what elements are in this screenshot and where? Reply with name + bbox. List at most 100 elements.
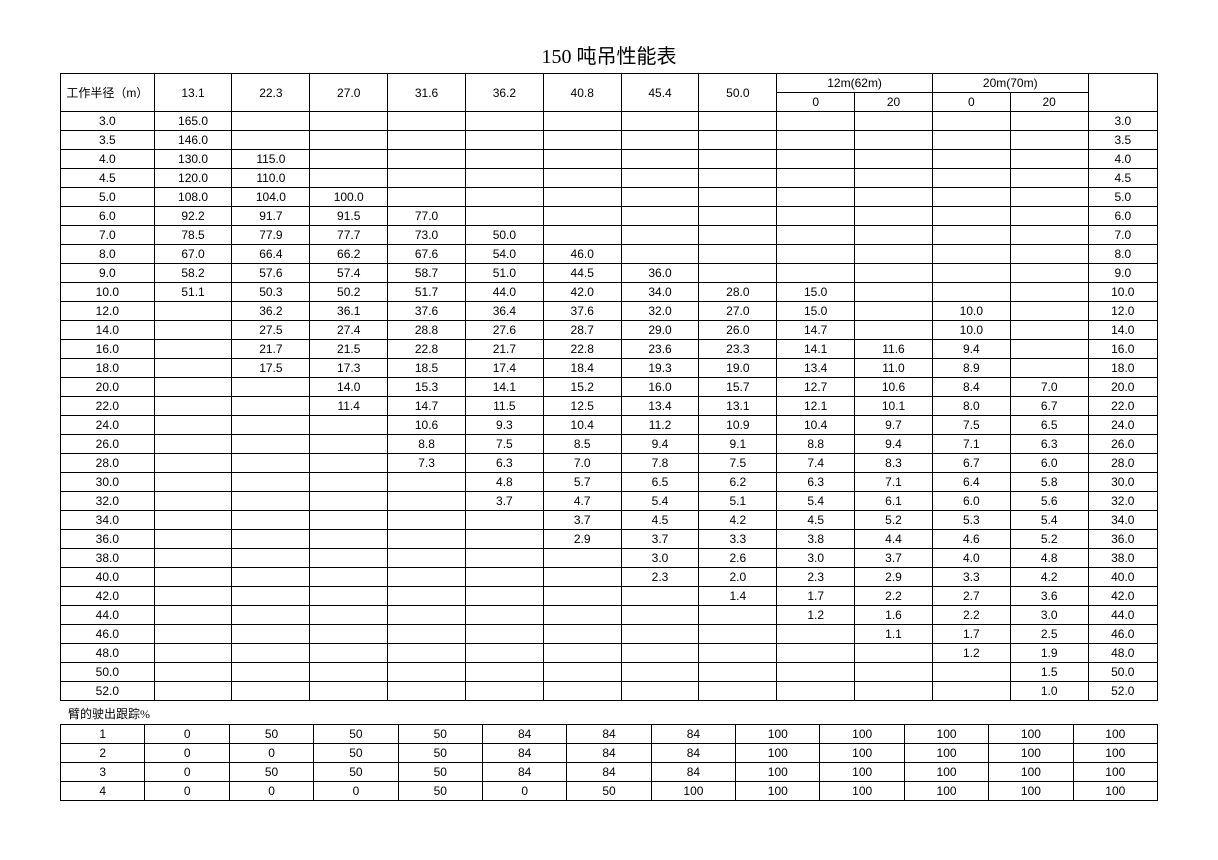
value-cell: [154, 511, 232, 530]
value-cell: 14.0: [310, 378, 388, 397]
value-cell: [1010, 226, 1088, 245]
value-cell: 7.1: [855, 473, 933, 492]
value-cell: [621, 245, 699, 264]
value-cell: 8.3: [855, 454, 933, 473]
value-cell: 6.5: [1010, 416, 1088, 435]
value-cell: [154, 416, 232, 435]
value-cell: 10.4: [777, 416, 855, 435]
ext-value-cell: 100: [904, 744, 988, 763]
value-cell: [777, 663, 855, 682]
ext-value-cell: 100: [736, 744, 820, 763]
value-cell: 67.0: [154, 245, 232, 264]
ext-value-cell: 84: [651, 763, 735, 782]
value-cell: [699, 644, 777, 663]
value-cell: 22.8: [543, 340, 621, 359]
value-cell: [154, 682, 232, 701]
value-cell: [855, 226, 933, 245]
ext-value-cell: 100: [820, 744, 904, 763]
value-cell: [465, 663, 543, 682]
ext-value-cell: 84: [567, 763, 651, 782]
value-cell: [465, 112, 543, 131]
value-cell: [310, 416, 388, 435]
value-cell: [855, 245, 933, 264]
radius-cell-right: 4.0: [1088, 150, 1157, 169]
value-cell: [232, 511, 310, 530]
value-cell: 57.6: [232, 264, 310, 283]
ext-value-cell: 100: [989, 744, 1073, 763]
value-cell: 5.3: [932, 511, 1010, 530]
value-cell: 14.1: [777, 340, 855, 359]
value-cell: [932, 226, 1010, 245]
value-cell: [621, 150, 699, 169]
radius-cell: 30.0: [61, 473, 155, 492]
radius-cell: 5.0: [61, 188, 155, 207]
value-cell: 7.1: [932, 435, 1010, 454]
radius-cell: 42.0: [61, 587, 155, 606]
value-cell: [154, 568, 232, 587]
value-cell: [777, 169, 855, 188]
value-cell: 15.2: [543, 378, 621, 397]
value-cell: [621, 606, 699, 625]
ext-value-cell: 50: [398, 782, 482, 801]
radius-cell: 28.0: [61, 454, 155, 473]
value-cell: [465, 587, 543, 606]
value-cell: 21.5: [310, 340, 388, 359]
value-cell: 3.6: [1010, 587, 1088, 606]
ext-value-cell: 50: [314, 763, 398, 782]
value-cell: [310, 454, 388, 473]
value-cell: [1010, 340, 1088, 359]
header-cell: 50.0: [699, 74, 777, 112]
value-cell: [855, 188, 933, 207]
value-cell: [621, 663, 699, 682]
value-cell: 66.4: [232, 245, 310, 264]
value-cell: 37.6: [388, 302, 466, 321]
value-cell: 12.1: [777, 397, 855, 416]
value-cell: [232, 112, 310, 131]
value-cell: 1.9: [1010, 644, 1088, 663]
value-cell: 3.3: [932, 568, 1010, 587]
value-cell: 6.1: [855, 492, 933, 511]
value-cell: 4.7: [543, 492, 621, 511]
value-cell: 27.4: [310, 321, 388, 340]
value-cell: 4.2: [699, 511, 777, 530]
value-cell: [699, 682, 777, 701]
radius-cell-right: 9.0: [1088, 264, 1157, 283]
ext-value-cell: 84: [482, 744, 566, 763]
header-cell: 31.6: [388, 74, 466, 112]
value-cell: [543, 625, 621, 644]
radius-cell: 16.0: [61, 340, 155, 359]
ext-value-cell: 100: [904, 725, 988, 744]
value-cell: [388, 644, 466, 663]
value-cell: [855, 169, 933, 188]
value-cell: [154, 473, 232, 492]
value-cell: 1.7: [777, 587, 855, 606]
value-cell: [777, 188, 855, 207]
value-cell: 51.1: [154, 283, 232, 302]
value-cell: 46.0: [543, 245, 621, 264]
value-cell: [388, 530, 466, 549]
value-cell: [154, 625, 232, 644]
value-cell: 9.3: [465, 416, 543, 435]
value-cell: 1.4: [699, 587, 777, 606]
value-cell: [621, 112, 699, 131]
value-cell: [232, 492, 310, 511]
value-cell: [621, 625, 699, 644]
value-cell: 27.6: [465, 321, 543, 340]
value-cell: [621, 207, 699, 226]
value-cell: [310, 644, 388, 663]
radius-cell: 36.0: [61, 530, 155, 549]
value-cell: [154, 587, 232, 606]
value-cell: [1010, 169, 1088, 188]
value-cell: 6.3: [465, 454, 543, 473]
value-cell: [465, 511, 543, 530]
value-cell: 7.5: [932, 416, 1010, 435]
value-cell: 50.2: [310, 283, 388, 302]
value-cell: 13.1: [699, 397, 777, 416]
value-cell: [388, 473, 466, 492]
value-cell: 2.0: [699, 568, 777, 587]
value-cell: [543, 587, 621, 606]
header-cell: 工作半径（m）: [61, 74, 155, 112]
value-cell: [543, 226, 621, 245]
value-cell: 7.0: [543, 454, 621, 473]
radius-cell-right: 50.0: [1088, 663, 1157, 682]
